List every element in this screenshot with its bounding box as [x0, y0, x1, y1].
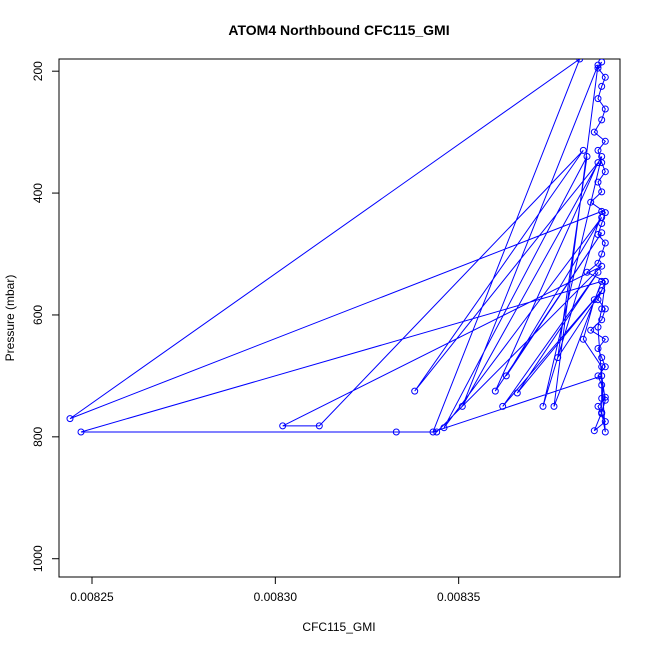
- x-axis: 0.00825 0.00830 0.00835: [70, 577, 481, 604]
- data-point: [440, 424, 448, 432]
- data-point: [279, 422, 287, 430]
- data-point: [579, 146, 587, 154]
- data-point: [598, 381, 606, 389]
- data-point: [587, 198, 595, 206]
- data-point: [576, 59, 584, 63]
- y-tick-label: 400: [31, 183, 45, 203]
- data-point: [66, 415, 74, 423]
- x-tick-label: 0.00835: [437, 590, 481, 604]
- data-point: [594, 231, 602, 238]
- data-point: [77, 428, 85, 436]
- data-point: [598, 305, 606, 313]
- data-point: [601, 277, 609, 285]
- data-point: [502, 372, 510, 380]
- data-point: [598, 316, 606, 324]
- data-point: [601, 73, 609, 81]
- data-point: [601, 168, 609, 176]
- x-tick-label: 0.00830: [254, 590, 298, 604]
- data-point: [598, 262, 606, 270]
- plot-frame: [58, 58, 621, 578]
- data-point: [598, 82, 606, 90]
- data-point: [594, 64, 602, 72]
- data-point: [598, 409, 606, 416]
- data-point: [601, 105, 609, 113]
- data-point: [594, 178, 602, 186]
- data-point: [491, 387, 499, 395]
- data-point: [598, 287, 606, 295]
- data-point: [601, 137, 609, 145]
- x-tick-label: 0.00825: [70, 590, 114, 604]
- data-point: [594, 402, 602, 410]
- data-point: [598, 277, 606, 285]
- series-group: [66, 59, 609, 436]
- data-point: [598, 250, 606, 258]
- data-point: [601, 239, 609, 247]
- data-point: [601, 363, 609, 371]
- data-point: [594, 61, 602, 69]
- data-point: [594, 323, 602, 331]
- data-point: [594, 159, 602, 167]
- data-point: [601, 428, 609, 436]
- data-point: [429, 428, 437, 436]
- data-point: [598, 394, 606, 402]
- y-tick-label: 1000: [31, 545, 45, 572]
- data-point: [411, 387, 419, 395]
- data-point: [594, 345, 602, 352]
- data-point: [392, 428, 400, 436]
- data-point: [590, 128, 598, 136]
- data-point: [598, 372, 606, 380]
- data-point: [601, 335, 609, 343]
- data-point: [594, 296, 602, 304]
- data-point: [594, 268, 602, 276]
- y-tick-label: 800: [31, 427, 45, 447]
- data-point: [458, 402, 466, 410]
- data-point: [590, 427, 598, 435]
- data-point: [598, 354, 606, 362]
- data-point: [598, 153, 606, 160]
- data-point: [539, 402, 547, 410]
- data-point: [601, 393, 609, 401]
- data-point: [315, 422, 323, 430]
- y-axis: 200 400 600 800 1000: [31, 61, 59, 572]
- data-point: [598, 116, 606, 124]
- data-point: [587, 326, 595, 334]
- x-axis-label: CFC115_GMI: [302, 620, 375, 634]
- data-point: [598, 363, 606, 371]
- data-point: [590, 296, 598, 304]
- data-point: [594, 95, 602, 103]
- data-point: [601, 396, 609, 404]
- data-point: [550, 402, 558, 410]
- data-point: [583, 268, 591, 276]
- data-point: [513, 389, 521, 397]
- data-point: [594, 372, 602, 380]
- data-point: [601, 209, 609, 217]
- data-point: [499, 402, 507, 410]
- data-point: [601, 418, 609, 426]
- chart-title: ATOM4 Northbound CFC115_GMI: [228, 22, 449, 38]
- data-point: [598, 188, 606, 196]
- data-point: [601, 305, 609, 313]
- y-tick-label: 600: [31, 305, 45, 325]
- y-tick-label: 200: [31, 61, 45, 81]
- data-point: [554, 354, 562, 362]
- y-axis-label: Pressure (mbar): [3, 275, 17, 362]
- data-point: [583, 153, 591, 160]
- data-point: [598, 213, 606, 221]
- data-point: [594, 146, 602, 154]
- data-point: [598, 229, 606, 237]
- data-point: [579, 335, 587, 343]
- data-point: [433, 428, 441, 436]
